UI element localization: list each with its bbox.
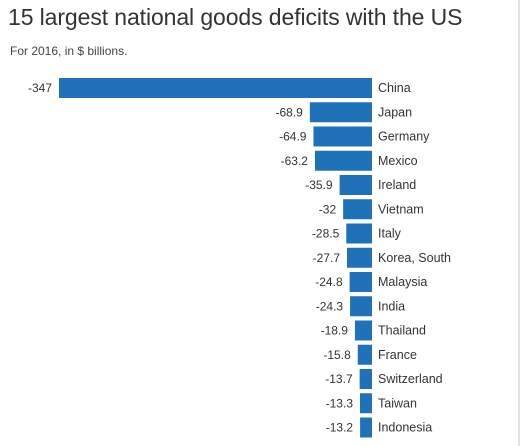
value-label: -68.9: [275, 105, 303, 119]
category-label: Japan: [378, 105, 412, 119]
value-label: -27.7: [313, 251, 341, 265]
bar-italy: [346, 223, 372, 244]
bar-malaysia: [349, 272, 372, 292]
bar-vietnam: [343, 199, 372, 220]
value-label: -15.8: [323, 348, 351, 362]
bar-indonesia: [360, 417, 372, 438]
value-label: -13.3: [326, 396, 354, 410]
value-label: -32: [319, 202, 337, 216]
bar-korea-south: [347, 247, 372, 268]
chart-subtitle: For 2016, in $ billions.: [10, 44, 128, 58]
bar-thailand: [354, 320, 372, 341]
value-label: -24.8: [315, 275, 343, 289]
value-label: -63.2: [281, 154, 309, 168]
bar-taiwan: [360, 393, 372, 414]
value-label: -13.2: [326, 421, 354, 435]
bar-france: [357, 344, 372, 365]
bar-china: [59, 78, 372, 98]
value-label: -13.7: [325, 372, 353, 386]
bar-switzerland: [359, 369, 372, 389]
bar-india: [350, 296, 372, 317]
value-label: -64.9: [279, 130, 307, 144]
bar-japan: [309, 102, 372, 123]
category-label: India: [378, 299, 405, 313]
category-label: Switzerland: [378, 372, 443, 386]
chart-title: 15 largest national goods deficits with …: [8, 4, 463, 30]
category-label: Mexico: [378, 154, 418, 168]
category-label: Korea, South: [378, 251, 451, 265]
category-label: Vietnam: [378, 202, 424, 216]
bar-ireland: [339, 175, 372, 195]
bar-germany: [313, 126, 372, 147]
category-label: Ireland: [378, 178, 416, 192]
category-label: Italy: [378, 227, 402, 241]
value-label: -35.9: [305, 178, 333, 192]
category-label: Thailand: [378, 324, 426, 338]
category-label: France: [378, 348, 417, 362]
bar-mexico: [314, 150, 372, 171]
value-label: -24.3: [316, 299, 344, 313]
value-label: -28.5: [312, 227, 340, 241]
category-label: Indonesia: [378, 421, 432, 435]
value-label: -18.9: [321, 324, 349, 338]
category-label: China: [378, 81, 411, 95]
value-label: -347: [28, 81, 52, 95]
category-label: Taiwan: [378, 396, 417, 410]
category-label: Malaysia: [378, 275, 427, 289]
category-label: Germany: [378, 130, 430, 144]
panel-border: [518, 0, 520, 446]
